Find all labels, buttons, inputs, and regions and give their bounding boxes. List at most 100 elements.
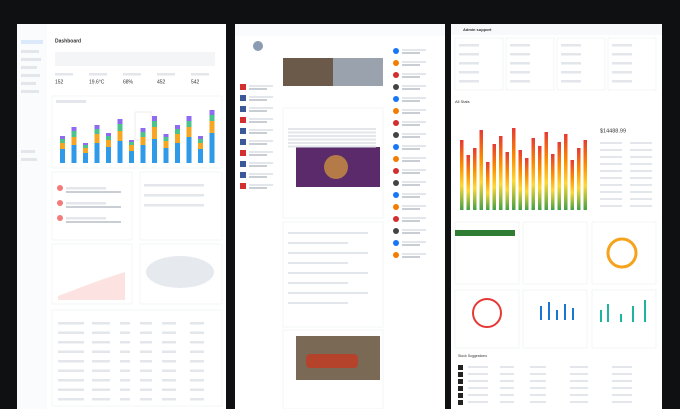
bar-segment [94,125,100,129]
bar [479,130,483,210]
bar-segment [152,127,157,139]
placeholder [249,118,273,120]
bar-segment [186,121,192,127]
list-icon [393,60,399,66]
bar-segment [60,149,65,163]
placeholder [600,184,622,186]
gauge [472,298,502,328]
placeholder [402,217,426,219]
image-glow [324,155,348,179]
bar-segment [140,128,146,132]
placeholder [123,73,141,76]
bar-segment [106,140,111,147]
placeholder [402,196,420,198]
placeholder [500,387,514,389]
placeholder [530,366,546,368]
placeholder [570,394,588,396]
card [522,221,588,285]
stat-value: 542 [191,79,200,85]
placeholder [162,388,176,391]
placeholder [630,198,652,200]
bar-segment [175,125,180,129]
bar-segment [71,127,77,131]
car [306,354,358,368]
placeholder [190,341,204,344]
bar [473,148,477,210]
placeholder [402,148,420,150]
placeholder [162,350,176,353]
bar-segment [152,139,157,163]
list-icon [240,117,246,123]
placeholder [249,107,273,109]
placeholder [570,366,588,368]
list-icon [393,156,399,162]
placeholder [468,401,488,403]
row-icon [458,400,463,405]
placeholder [140,341,152,344]
placeholder [140,350,152,353]
placeholder [570,401,588,403]
placeholder [249,162,273,164]
placeholder [570,380,588,382]
placeholder [162,360,176,363]
placeholder [468,394,488,396]
placeholder [561,53,581,56]
placeholder [402,205,426,207]
bar-segment [198,139,203,143]
placeholder [191,73,209,76]
placeholder [630,191,652,193]
placeholder [402,169,426,171]
placeholder [140,398,152,401]
placeholder [249,110,267,112]
placeholder [190,388,204,391]
placeholder [58,350,84,353]
placeholder [630,184,652,186]
bar-segment [186,137,192,163]
placeholder [92,360,110,363]
placeholder [500,380,514,382]
bar-segment [129,151,134,163]
placeholder [162,379,176,382]
placeholder [144,184,204,187]
placeholder [288,292,368,294]
bar-segment [129,145,134,151]
placeholder [92,322,110,325]
placeholder [92,331,110,334]
placeholder [402,145,426,147]
placeholder [402,133,426,135]
placeholder [612,62,632,65]
area [58,272,125,300]
list-icon [393,84,399,90]
bar [551,154,555,210]
stat-value: 19.6°C [89,79,105,85]
placeholder [288,272,368,274]
placeholder [630,156,652,158]
placeholder [288,131,376,134]
placeholder [58,388,84,391]
placeholder [249,121,267,123]
list-icon [393,120,399,126]
list-icon [393,168,399,174]
placeholder [402,124,420,126]
bar-segment [71,145,77,163]
placeholder [66,221,121,223]
list-icon [393,204,399,210]
list-icon [393,108,399,114]
row-icon [458,365,463,370]
placeholder [58,331,84,334]
placeholder [140,331,152,334]
bar-segment [106,147,111,163]
placeholder [66,202,106,205]
placeholder [92,369,110,372]
placeholder [561,44,581,47]
list-icon [240,172,246,178]
placeholder [140,388,152,391]
placeholder [530,387,546,389]
bar [525,158,529,210]
list-icon [393,252,399,258]
placeholder [157,73,175,76]
list-icon [393,132,399,138]
list-icon [393,216,399,222]
bar-segment [140,137,146,145]
placeholder [600,149,622,151]
